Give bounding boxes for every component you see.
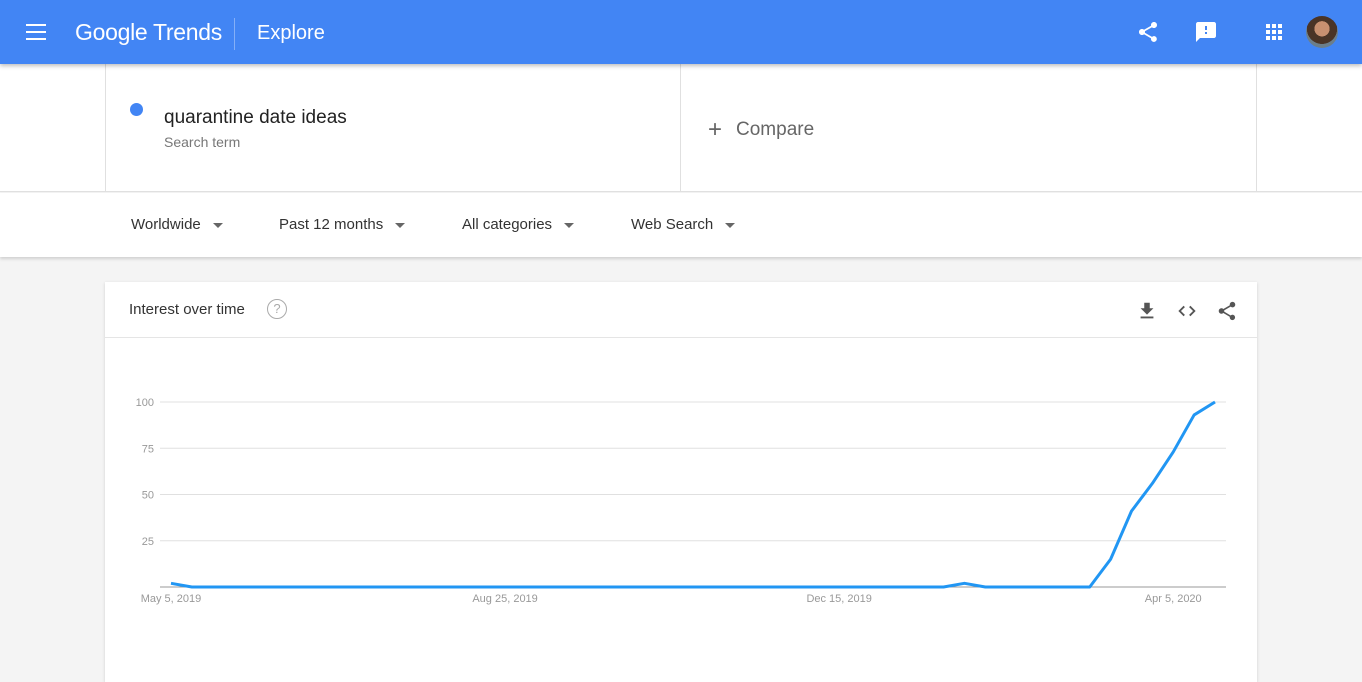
region-label: Worldwide xyxy=(131,216,201,233)
term-color-dot xyxy=(130,103,143,116)
card-title: Interest over time xyxy=(129,301,245,318)
search-term[interactable]: quarantine date ideas xyxy=(164,107,347,129)
caret-down-icon xyxy=(725,223,735,228)
search-terms-row: quarantine date ideas Search term + Compa… xyxy=(0,64,1362,192)
divider xyxy=(1256,64,1257,192)
x-tick-label: Aug 25, 2019 xyxy=(472,593,537,605)
y-tick-label: 50 xyxy=(142,490,154,502)
divider xyxy=(680,64,681,192)
avatar[interactable] xyxy=(1306,16,1338,48)
menu-icon[interactable] xyxy=(26,24,46,40)
category-dropdown[interactable]: All categories xyxy=(462,216,574,233)
y-tick-label: 75 xyxy=(142,443,154,455)
google-trends-logo[interactable]: Google Trends xyxy=(75,19,222,46)
share-icon[interactable] xyxy=(1216,300,1238,322)
y-tick-label: 25 xyxy=(142,536,154,548)
caret-down-icon xyxy=(564,223,574,228)
search-term-type: Search term xyxy=(164,134,240,150)
caret-down-icon xyxy=(213,223,223,228)
compare-button[interactable]: + Compare xyxy=(708,118,814,142)
region-dropdown[interactable]: Worldwide xyxy=(131,216,223,233)
compare-label: Compare xyxy=(736,119,814,141)
help-icon[interactable]: ? xyxy=(267,299,287,319)
interest-over-time-card: Interest over time ? 25 50 75 100 May 5, 201… xyxy=(105,282,1257,682)
filters-bar: Worldwide Past 12 months All categories … xyxy=(0,193,1362,257)
feedback-icon[interactable] xyxy=(1194,20,1218,44)
plus-icon: + xyxy=(708,118,722,142)
embed-icon[interactable] xyxy=(1176,300,1198,322)
divider xyxy=(105,64,106,192)
download-icon[interactable] xyxy=(1136,300,1158,322)
category-label: All categories xyxy=(462,216,552,233)
search-type-label: Web Search xyxy=(631,216,713,233)
divider xyxy=(234,18,235,50)
search-type-dropdown[interactable]: Web Search xyxy=(631,216,735,233)
page-title: Explore xyxy=(257,22,325,45)
time-range-dropdown[interactable]: Past 12 months xyxy=(279,216,405,233)
top-bar: Google Trends Explore xyxy=(0,0,1362,64)
caret-down-icon xyxy=(395,223,405,228)
x-tick-label: Dec 15, 2019 xyxy=(806,593,871,605)
apps-icon[interactable] xyxy=(1262,20,1286,44)
x-tick-label: May 5, 2019 xyxy=(141,593,202,605)
interest-chart: 25 50 75 100 May 5, 2019 Aug 25, 2019 Dec 15, … xyxy=(105,338,1257,682)
x-tick-label: Apr 5, 2020 xyxy=(1145,593,1202,605)
share-icon[interactable] xyxy=(1136,20,1160,44)
time-range-label: Past 12 months xyxy=(279,216,383,233)
y-tick-label: 100 xyxy=(136,397,154,409)
